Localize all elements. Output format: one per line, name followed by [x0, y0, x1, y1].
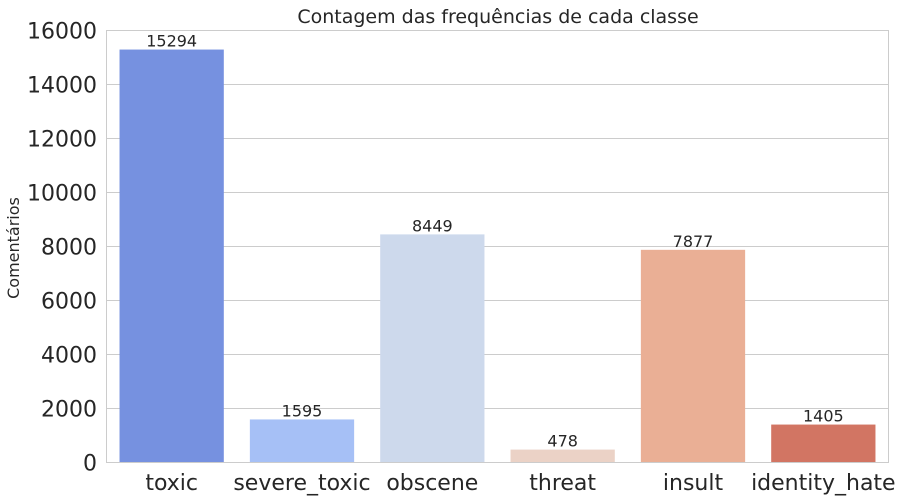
bar-toxic [119, 49, 224, 463]
y-axis-label: Comentários [4, 197, 23, 299]
y-tick-label: 8000 [41, 236, 97, 261]
bar-severe-toxic [249, 419, 355, 463]
y-tick-labels: 0 2000 4000 6000 8000 10000 12000 14000 16000 [27, 20, 97, 477]
x-tick-label: obscene [386, 471, 478, 496]
chart-title: Contagem das frequências de cada classe [297, 6, 698, 28]
x-tick-labels: toxic severe_toxic obscene threat insult iden… [145, 471, 895, 496]
x-tick-label: threat [529, 471, 596, 496]
data-label: 1405 [803, 407, 844, 426]
y-tick-label: 10000 [27, 182, 97, 207]
y-tick-label: 12000 [27, 128, 97, 153]
bar-obscene [380, 234, 485, 463]
y-tick-label: 14000 [27, 74, 97, 99]
y-tick-label: 2000 [41, 398, 97, 423]
y-tick-label: 0 [83, 452, 97, 477]
x-tick-label: identity_hate [751, 471, 896, 496]
y-tick-label: 6000 [41, 290, 97, 315]
bar-threat [510, 449, 615, 463]
x-tick-label: insult [663, 471, 724, 496]
data-label: 8449 [412, 216, 453, 235]
bar-identity-hate [771, 424, 876, 463]
y-tick-label: 16000 [27, 20, 97, 45]
y-tick-label: 4000 [41, 344, 97, 369]
bars [119, 49, 876, 463]
data-label: 7877 [673, 232, 714, 251]
x-tick-label: toxic [145, 471, 198, 496]
x-tick-label: severe_toxic [233, 471, 370, 496]
data-label: 1595 [282, 401, 323, 420]
data-labels: 15294 1595 8449 478 7877 1405 [146, 32, 843, 451]
data-label: 478 [547, 432, 578, 451]
bar-insult [640, 249, 746, 463]
plot-frame [106, 30, 889, 463]
data-label: 15294 [146, 32, 197, 51]
